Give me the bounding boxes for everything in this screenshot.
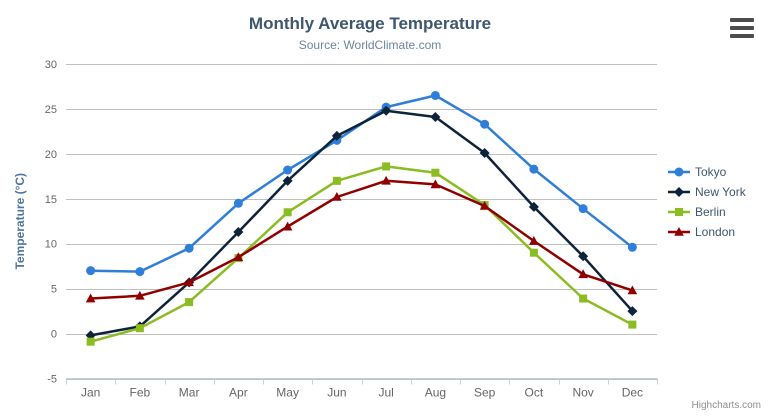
data-point-marker-london[interactable] xyxy=(578,269,588,279)
legend-marker-shape xyxy=(675,208,683,216)
legend-item-london[interactable]: London xyxy=(668,222,746,242)
x-axis-tick-label: Mar xyxy=(179,386,200,400)
chart-subtitle: Source: WorldClimate.com xyxy=(298,38,442,52)
legend-marker-shape xyxy=(674,227,684,236)
new-york-legend-marker-icon xyxy=(668,187,690,197)
data-point-marker-new-york[interactable] xyxy=(479,147,490,158)
data-point-marker-new-york[interactable] xyxy=(528,201,539,212)
data-point-marker-london[interactable] xyxy=(282,221,293,231)
data-point-marker-tokyo[interactable] xyxy=(86,266,96,276)
legend-item-label: New York xyxy=(695,185,746,199)
legend-item-label: London xyxy=(695,225,736,239)
data-point-marker-tokyo[interactable] xyxy=(578,204,588,214)
y-axis-tick-label: -5 xyxy=(47,374,57,386)
data-point-marker-london[interactable] xyxy=(332,191,342,201)
x-axis-tick-label: May xyxy=(276,386,299,400)
data-point-marker-berlin[interactable] xyxy=(382,162,391,171)
data-point-marker-new-york[interactable] xyxy=(233,227,244,238)
data-point-marker-tokyo[interactable] xyxy=(430,90,440,100)
series-tokyo xyxy=(86,90,637,277)
x-axis-tick-label: Sep xyxy=(474,386,496,400)
x-axis-tick-label: Feb xyxy=(130,386,151,400)
y-axis-tick-label: 20 xyxy=(45,149,57,161)
data-point-marker-tokyo[interactable] xyxy=(233,198,243,208)
series-london xyxy=(85,175,638,303)
y-axis-title: Temperature (°C) xyxy=(13,173,27,270)
data-point-marker-london[interactable] xyxy=(184,277,194,287)
data-point-marker-berlin[interactable] xyxy=(283,208,292,217)
legend: Tokyo New York Berlin London xyxy=(668,162,746,242)
export-menu-button[interactable] xyxy=(730,18,756,38)
legend-item-new-york[interactable]: New York xyxy=(668,182,746,202)
data-point-marker-berlin[interactable] xyxy=(86,337,95,346)
y-axis-tick-label: 5 xyxy=(51,284,57,296)
legend-item-berlin[interactable]: Berlin xyxy=(668,202,746,222)
data-point-marker-london[interactable] xyxy=(85,293,96,303)
data-point-marker-new-york[interactable] xyxy=(430,112,441,123)
y-axis-tick-label: 0 xyxy=(51,329,57,341)
data-point-marker-berlin[interactable] xyxy=(579,294,588,303)
data-point-marker-new-york[interactable] xyxy=(578,251,589,262)
data-point-marker-tokyo[interactable] xyxy=(529,164,539,174)
data-point-marker-new-york[interactable] xyxy=(282,175,293,186)
legend-marker-shape xyxy=(674,167,684,177)
data-point-marker-berlin[interactable] xyxy=(135,324,144,333)
hamburger-menu-icon xyxy=(730,34,754,38)
data-point-marker-new-york[interactable] xyxy=(627,306,638,317)
data-point-marker-new-york[interactable] xyxy=(381,105,392,116)
data-point-marker-tokyo[interactable] xyxy=(184,243,194,253)
data-point-marker-berlin[interactable] xyxy=(529,248,538,257)
y-axis-tick-label: 15 xyxy=(45,194,57,206)
data-point-marker-new-york[interactable] xyxy=(331,130,342,141)
y-axis-tick-label: 25 xyxy=(45,104,57,116)
series-line-berlin[interactable] xyxy=(89,165,634,343)
data-point-marker-london[interactable] xyxy=(135,290,145,300)
legend-marker-shape xyxy=(674,187,684,197)
series-new-york xyxy=(85,105,638,341)
london-legend-marker-icon xyxy=(668,227,690,236)
data-point-marker-tokyo[interactable] xyxy=(480,119,490,129)
data-point-marker-berlin[interactable] xyxy=(332,176,341,185)
x-axis-tick-label: Jan xyxy=(81,386,100,400)
legend-item-label: Tokyo xyxy=(695,165,727,179)
series-line-london[interactable] xyxy=(89,179,634,300)
data-point-marker-london[interactable] xyxy=(479,200,490,210)
data-point-marker-london[interactable] xyxy=(627,285,638,295)
hamburger-menu-icon xyxy=(730,26,754,30)
x-axis-tick-label: Jun xyxy=(327,386,346,400)
data-point-marker-london[interactable] xyxy=(529,236,539,245)
data-point-marker-tokyo[interactable] xyxy=(135,267,145,277)
legend-item-label: Berlin xyxy=(695,205,726,219)
x-axis-tick-label: Nov xyxy=(572,386,593,400)
x-axis-tick-label: Dec xyxy=(622,386,643,400)
tokyo-legend-marker-icon xyxy=(668,167,690,177)
data-point-marker-berlin[interactable] xyxy=(185,298,194,307)
data-point-marker-london[interactable] xyxy=(233,252,244,261)
data-point-marker-london[interactable] xyxy=(430,179,441,189)
data-point-marker-tokyo[interactable] xyxy=(283,165,293,175)
data-point-marker-berlin[interactable] xyxy=(628,320,637,329)
legend-item-tokyo[interactable]: Tokyo xyxy=(668,162,746,182)
x-axis-tick-label: Oct xyxy=(525,386,544,400)
x-axis-tick-label: Aug xyxy=(425,386,446,400)
data-point-marker-tokyo[interactable] xyxy=(627,242,637,252)
chart-title: Monthly Average Temperature xyxy=(248,14,492,33)
series-line-new-york[interactable] xyxy=(89,109,634,337)
hamburger-menu-icon xyxy=(730,18,754,22)
y-axis-tick-label: 30 xyxy=(45,59,57,71)
credits-link[interactable]: Highcharts.com xyxy=(691,400,761,411)
x-axis-tick-label: Apr xyxy=(229,386,248,400)
x-axis-tick-label: Jul xyxy=(378,386,393,400)
data-point-marker-berlin[interactable] xyxy=(431,168,440,177)
y-axis-tick-label: 10 xyxy=(45,239,57,251)
data-point-marker-london[interactable] xyxy=(381,175,391,185)
berlin-legend-marker-icon xyxy=(668,208,690,216)
